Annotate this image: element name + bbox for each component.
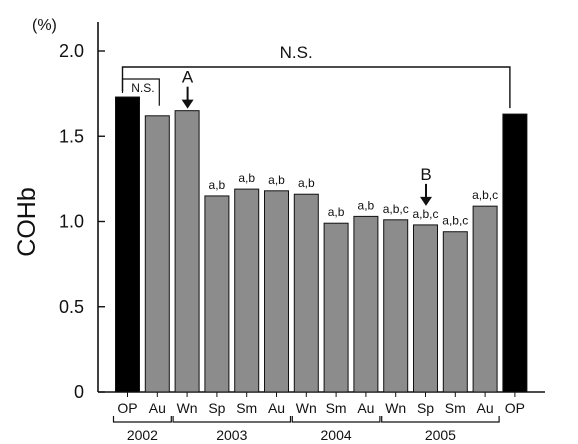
significance-label: a,b	[268, 173, 285, 187]
significance-label: a,b	[298, 176, 315, 190]
significance-label: a,b	[209, 178, 226, 192]
y-axis-unit: (%)	[32, 17, 57, 34]
category-label: Au	[357, 400, 374, 416]
ns-label-overall: N.S.	[280, 43, 313, 62]
category-label: Sm	[236, 400, 257, 416]
year-label: 2005	[425, 427, 456, 443]
category-label: Wn	[177, 400, 198, 416]
year-label: 2004	[321, 427, 352, 443]
bar	[234, 188, 260, 393]
category-label: Wn	[296, 400, 317, 416]
category-label: Sp	[417, 400, 434, 416]
category-label: Au	[149, 400, 166, 416]
year-bracket	[381, 416, 500, 423]
ns-label-2002: N.S.	[131, 81, 154, 95]
bar	[472, 205, 498, 393]
year-label: 2003	[216, 427, 247, 443]
ns-bracket-2002	[121, 78, 160, 106]
bar	[204, 195, 230, 393]
significance-label: a,b,c	[472, 188, 498, 202]
category-label: Sm	[445, 400, 466, 416]
bar	[502, 113, 528, 393]
bar	[264, 190, 289, 393]
significance-label: a,b	[238, 171, 255, 185]
significance-label: a,b,c	[383, 202, 409, 216]
ns-bracket-overall	[121, 66, 511, 109]
year-bracket	[172, 416, 292, 423]
bar	[293, 193, 319, 393]
bar	[413, 224, 438, 393]
bar	[353, 215, 379, 393]
bar	[383, 219, 409, 393]
category-label: Au	[477, 400, 494, 416]
significance-label: a,b	[328, 205, 345, 219]
year-label: 2002	[127, 427, 158, 443]
bar	[174, 110, 200, 393]
y-tick-label: 1.0	[59, 212, 84, 232]
category-label: OP	[117, 400, 137, 416]
bar	[442, 231, 468, 393]
y-axis-label: COHb	[13, 187, 41, 256]
bar	[323, 222, 349, 393]
year-bracket	[291, 416, 381, 423]
arrow-label-A: A	[182, 68, 194, 87]
significance-label: a,b,c	[412, 207, 438, 221]
significance-label: a,b	[358, 198, 375, 212]
y-tick-label: 1.5	[59, 126, 84, 146]
arrow-label-B: B	[420, 165, 431, 184]
arrow-head	[181, 99, 194, 109]
category-label: OP	[505, 400, 525, 416]
category-label: Au	[268, 400, 285, 416]
category-label: Sm	[326, 400, 347, 416]
year-bracket	[112, 416, 172, 423]
category-label: Sp	[208, 400, 225, 416]
bar	[115, 96, 140, 393]
arrow-head	[420, 196, 432, 206]
significance-label: a,b,c	[442, 214, 468, 228]
y-tick-label: 0	[74, 382, 84, 402]
y-tick-label: 0.5	[59, 297, 84, 317]
y-tick-label: 2.0	[59, 41, 84, 61]
plot-area: 00.51.01.52.0a,b a,b a,b a,ba,b a,b a,b,c a,b,…	[59, 22, 545, 443]
category-label: Wn	[385, 400, 406, 416]
bar	[144, 115, 170, 393]
